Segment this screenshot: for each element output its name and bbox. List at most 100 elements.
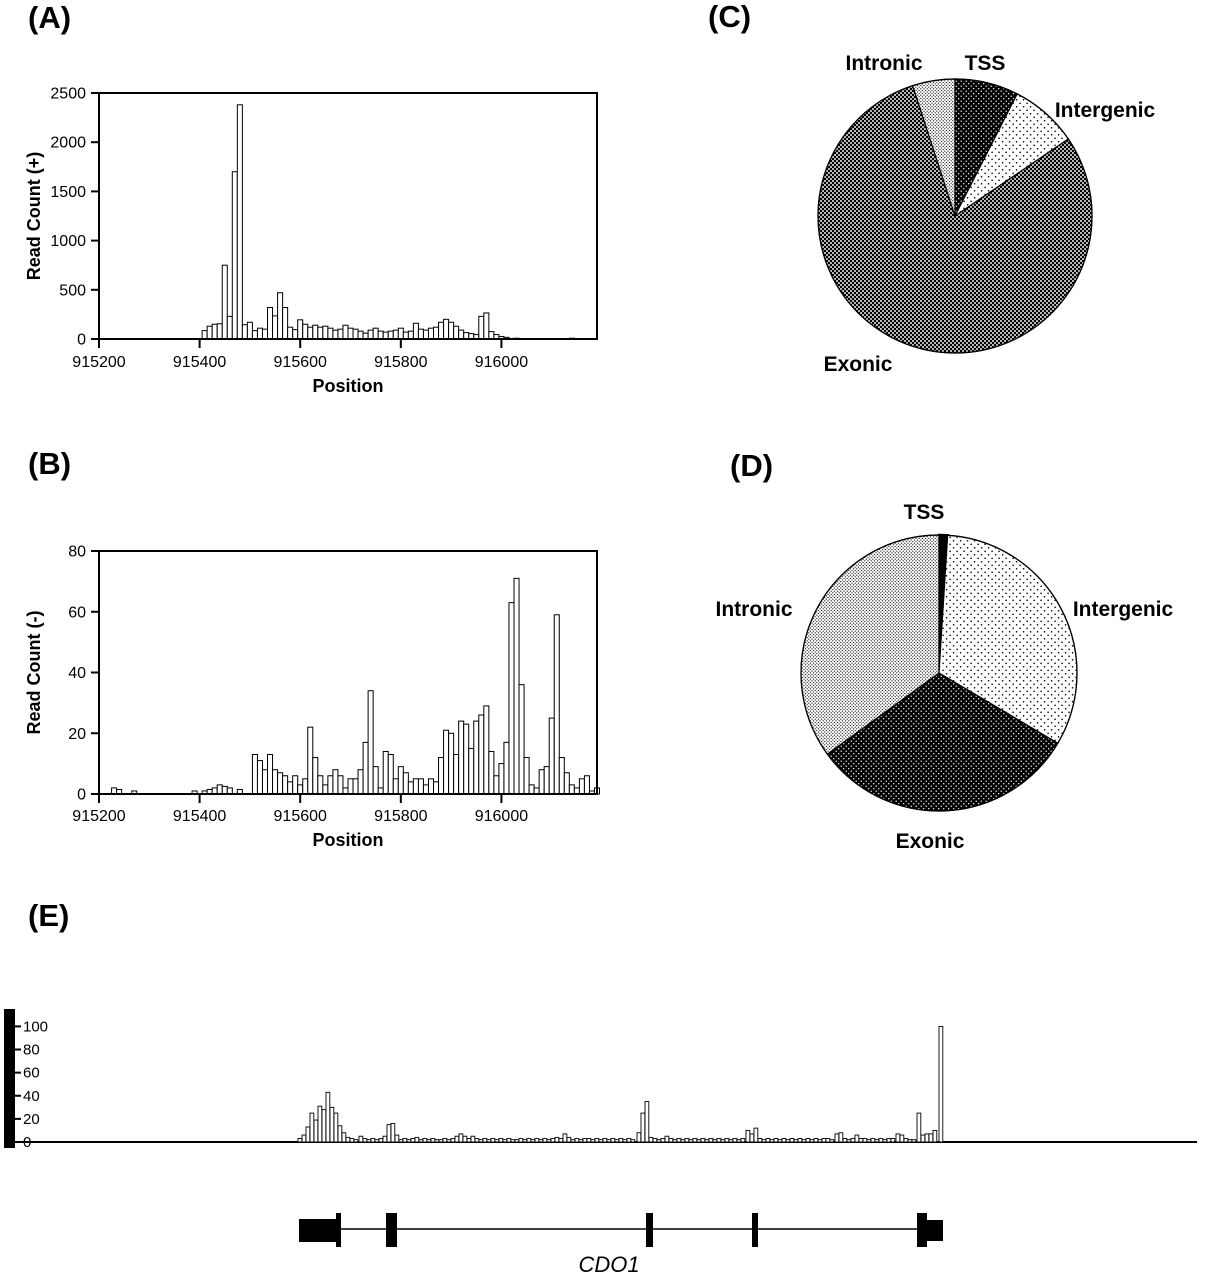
bar: [412, 778, 419, 795]
bar: [446, 1139, 452, 1143]
bar: [382, 750, 389, 795]
bar: [720, 1139, 726, 1143]
bar: [503, 741, 510, 795]
bar: [434, 1139, 440, 1143]
bar: [442, 1138, 448, 1143]
bar: [453, 754, 460, 795]
pie-label-exonic: Exonic: [824, 353, 893, 376]
bar: [493, 775, 500, 795]
bar: [312, 324, 319, 340]
bar: [302, 778, 309, 795]
bar: [498, 763, 505, 795]
bar: [352, 328, 359, 340]
pie-label-exonic: Exonic: [896, 830, 965, 853]
bar: [518, 1138, 524, 1143]
x-tick-label: 915200: [72, 354, 125, 371]
track-scale-bar: [4, 1009, 15, 1148]
y-axis-title: Read Count (-): [24, 611, 44, 735]
bar: [370, 1138, 376, 1143]
bar: [307, 326, 314, 340]
bar: [362, 1138, 368, 1143]
bar: [454, 1135, 460, 1143]
bar: [309, 1112, 315, 1143]
bar: [241, 324, 248, 340]
y-tick-label: 20: [68, 726, 86, 743]
bar: [769, 1139, 775, 1143]
x-axis-title: Position: [313, 376, 384, 396]
track-scale-label: 20: [23, 1111, 40, 1128]
bar: [878, 1138, 884, 1143]
bar: [347, 778, 354, 795]
bar: [753, 1127, 759, 1143]
bar: [821, 1138, 827, 1143]
bar: [781, 1138, 787, 1143]
gene-exon: [917, 1213, 927, 1247]
bar: [292, 329, 299, 340]
bar: [528, 784, 535, 795]
bar: [231, 171, 238, 340]
plot-box: [98, 92, 598, 340]
bar: [418, 1139, 424, 1143]
bar: [825, 1138, 831, 1143]
bar: [817, 1139, 823, 1143]
track-scale-label: 100: [23, 1018, 48, 1035]
y-tick-label: 1000: [50, 233, 86, 250]
bar: [809, 1139, 815, 1143]
bar: [777, 1139, 783, 1143]
bar: [813, 1138, 819, 1143]
bar: [402, 331, 409, 340]
bar: [630, 1139, 636, 1143]
bar: [563, 772, 570, 795]
bar: [422, 329, 429, 340]
pie-outline: [817, 78, 1093, 354]
bar: [482, 1138, 488, 1143]
bar: [221, 785, 228, 795]
bar: [448, 732, 455, 795]
pie-c-panel: TSS Intergenic Exonic Intronic: [817, 52, 1156, 376]
bar: [302, 323, 309, 340]
bar: [410, 1138, 416, 1143]
bar: [553, 614, 560, 795]
bar: [267, 754, 274, 795]
bar: [448, 321, 455, 340]
chart-a-panel: 0 500 1000 1500 2000 2500 915200 915400 915600 91…: [24, 86, 598, 396]
bar: [708, 1138, 714, 1143]
bar: [728, 1139, 734, 1143]
bar: [387, 330, 394, 340]
bar: [386, 1124, 392, 1143]
bar: [789, 1138, 795, 1143]
bar: [392, 778, 399, 795]
bar: [256, 327, 263, 340]
bar: [846, 1139, 852, 1143]
bar: [246, 321, 253, 340]
pie-label-intergenic: Intergenic: [1055, 99, 1156, 122]
bar: [332, 329, 339, 340]
bar: [397, 766, 404, 795]
pie-label-intronic: Intronic: [716, 598, 793, 621]
x-tick-label: 915800: [374, 354, 427, 371]
bar: [372, 327, 379, 340]
bar: [614, 1139, 620, 1143]
bar: [732, 1138, 738, 1143]
bar: [858, 1138, 864, 1143]
bar: [397, 327, 404, 340]
bar: [886, 1138, 892, 1143]
y-tick-label: 0: [77, 787, 86, 804]
bar: [422, 1138, 428, 1143]
bar: [317, 1105, 323, 1143]
y-tick-label: 1500: [50, 184, 86, 201]
bar: [327, 775, 334, 795]
bar: [216, 784, 223, 795]
bar: [282, 775, 289, 795]
bar: [498, 1138, 504, 1143]
bar: [757, 1138, 763, 1143]
bar: [793, 1139, 799, 1143]
bar: [211, 323, 218, 340]
bar: [538, 769, 545, 795]
chart-b-panel: 0 20 40 60 80 915200 915400 915600 915800 916000 P…: [24, 544, 601, 850]
bar: [700, 1138, 706, 1143]
bar: [407, 781, 414, 795]
bar: [805, 1138, 811, 1143]
y-tick-label: 80: [68, 544, 86, 561]
